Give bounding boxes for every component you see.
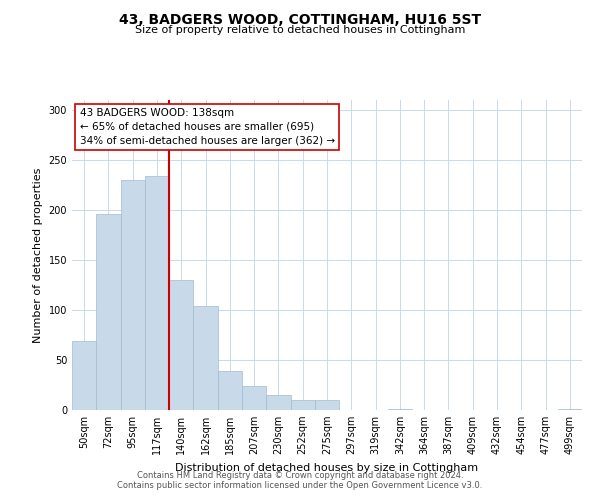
Y-axis label: Number of detached properties: Number of detached properties: [33, 168, 43, 342]
Bar: [266, 395, 290, 410]
X-axis label: Distribution of detached houses by size in Cottingham: Distribution of detached houses by size …: [175, 462, 479, 472]
Bar: [193, 306, 218, 410]
Bar: [169, 280, 193, 410]
Bar: [315, 400, 339, 410]
Bar: [96, 214, 121, 410]
Bar: [72, 341, 96, 410]
Bar: [290, 400, 315, 410]
Text: Size of property relative to detached houses in Cottingham: Size of property relative to detached ho…: [135, 25, 465, 35]
Bar: [242, 386, 266, 410]
Bar: [121, 180, 145, 410]
Bar: [388, 409, 412, 410]
Text: 43, BADGERS WOOD, COTTINGHAM, HU16 5ST: 43, BADGERS WOOD, COTTINGHAM, HU16 5ST: [119, 12, 481, 26]
Text: 43 BADGERS WOOD: 138sqm
← 65% of detached houses are smaller (695)
34% of semi-d: 43 BADGERS WOOD: 138sqm ← 65% of detache…: [80, 108, 335, 146]
Bar: [218, 371, 242, 410]
Text: Contains HM Land Registry data © Crown copyright and database right 2024.
Contai: Contains HM Land Registry data © Crown c…: [118, 470, 482, 490]
Bar: [558, 409, 582, 410]
Bar: [145, 176, 169, 410]
